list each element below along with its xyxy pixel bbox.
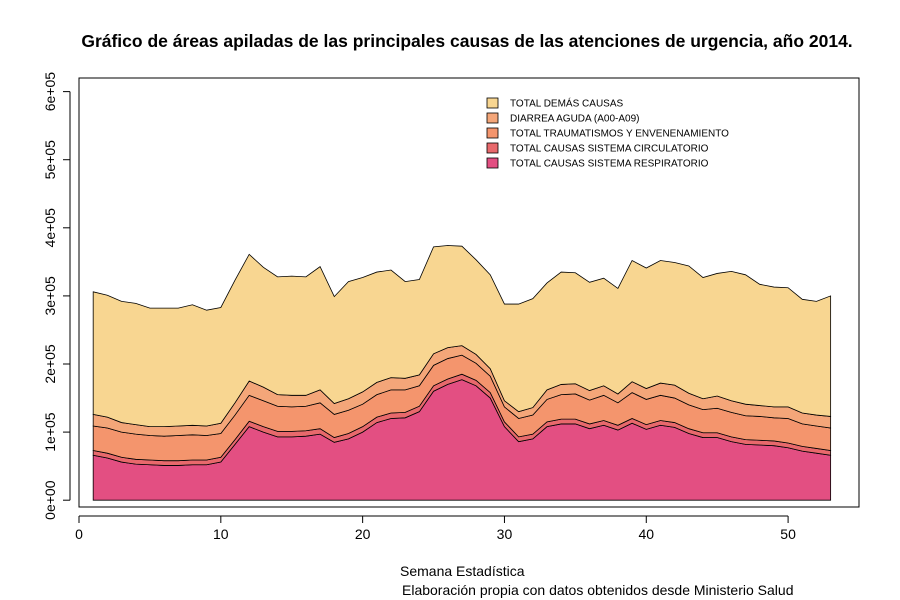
y-tick-label: 2e+05	[42, 344, 58, 384]
y-tick-label: 3e+05	[42, 276, 58, 316]
legend-swatch	[486, 97, 499, 109]
y-tick-label: 4e+05	[42, 208, 58, 248]
legend-item: TOTAL DEMÁS CAUSAS	[486, 97, 624, 110]
chart-title: Gráfico de áreas apiladas de las princip…	[81, 31, 852, 51]
x-tick-label: 0	[75, 526, 83, 542]
legend-label: TOTAL DEMÁS CAUSAS	[510, 97, 624, 110]
legend-swatch	[486, 157, 499, 169]
legend-swatch	[486, 127, 499, 139]
legend-label: TOTAL CAUSAS SISTEMA RESPIRATORIO	[510, 159, 709, 170]
y-tick-label: 6e+05	[42, 72, 58, 112]
x-tick-label: 50	[780, 526, 796, 542]
y-tick-label: 0e+00	[42, 480, 58, 520]
x-tick-label: 30	[497, 526, 513, 542]
legend-item: TOTAL CAUSAS SISTEMA RESPIRATORIO	[486, 157, 709, 170]
legend-item: TOTAL TRAUMATISMOS Y ENVENENAMIENTO	[486, 127, 729, 140]
legend: TOTAL DEMÁS CAUSAS DIARREA AGUDA (A00-A09…	[486, 97, 729, 170]
y-axis: 0e+00 1e+05 2e+05 3e+05 4e+05 5e+05 6e+05	[42, 72, 71, 520]
legend-label: TOTAL CAUSAS SISTEMA CIRCULATORIO	[510, 144, 709, 155]
x-axis: 0 10 20 30 40 50	[75, 515, 796, 542]
legend-label: DIARREA AGUDA (A00-A09)	[510, 114, 640, 125]
source-caption: Elaboración propia con datos obtenidos d…	[402, 582, 793, 598]
legend-item: DIARREA AGUDA (A00-A09)	[486, 112, 640, 125]
x-tick-label: 40	[638, 526, 654, 542]
legend-swatch	[486, 112, 499, 124]
x-tick-label: 20	[355, 526, 371, 542]
plot-frame	[78, 77, 860, 508]
legend-swatch	[486, 142, 499, 154]
area-layers	[92, 245, 832, 501]
legend-label: TOTAL TRAUMATISMOS Y ENVENENAMIENTO	[510, 129, 729, 140]
legend-item: TOTAL CAUSAS SISTEMA CIRCULATORIO	[486, 142, 709, 155]
y-tick-label: 5e+05	[42, 140, 58, 180]
y-tick-label: 1e+05	[42, 412, 58, 452]
x-tick-label: 10	[213, 526, 229, 542]
area-series-5	[92, 245, 832, 428]
x-axis-label: Semana Estadística	[400, 563, 525, 579]
